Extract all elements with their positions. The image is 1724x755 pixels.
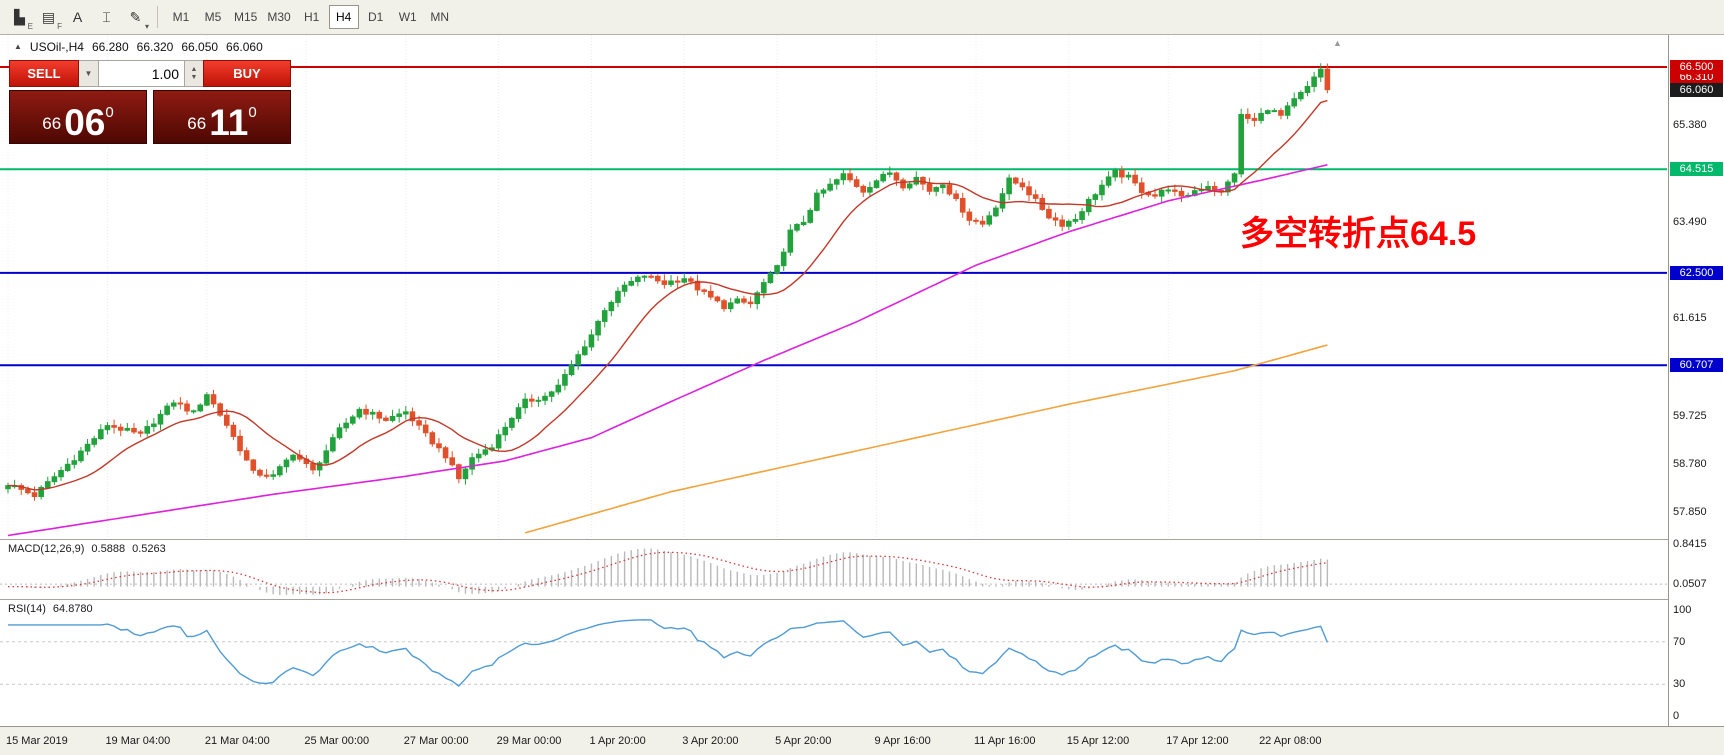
- high-value: 66.320: [136, 40, 174, 54]
- price-axis[interactable]: 65.380 63.490 61.615 59.725 58.780 57.850 66.3…: [1668, 35, 1724, 726]
- level-badge-64.515: 64.515: [1670, 162, 1723, 177]
- timeframe-D1[interactable]: D1: [368, 10, 384, 24]
- ask-price-display[interactable]: 66 11 0: [153, 90, 291, 144]
- time-axis-label: 15 Apr 12:00: [1066, 735, 1130, 747]
- open-value: 66.280: [91, 40, 129, 54]
- bid-price-display[interactable]: 66 06 0: [9, 90, 147, 144]
- candlesticks: [5, 63, 1331, 501]
- time-axis-label: 9 Apr 16:00: [874, 735, 931, 747]
- time-axis-label: 22 Apr 08:00: [1259, 735, 1322, 747]
- bid-big-digits: 06: [64, 101, 106, 143]
- macd-axis-label-0.8415: 0.8415: [1673, 538, 1707, 550]
- time-axis-label: 5 Apr 20:00: [775, 735, 832, 747]
- bid-prefix: 66: [42, 114, 62, 133]
- time-axis-label: 21 Mar 04:00: [204, 735, 270, 747]
- timeframe-H4[interactable]: H4: [328, 5, 359, 29]
- toolbar-separator: [157, 6, 158, 28]
- price-axis-label-61.615: 61.615: [1673, 312, 1707, 325]
- rsi-name: RSI(14): [8, 603, 46, 615]
- time-axis[interactable]: 15 Mar 2019 19 Mar 04:00 21 Mar 04:00 25 Ma…: [0, 726, 1724, 755]
- ma-fast-line: [8, 99, 1328, 491]
- macd-histogram: [13, 548, 1329, 595]
- rsi-value: 64.8780: [52, 603, 93, 615]
- buy-button[interactable]: BUY: [203, 60, 291, 87]
- price-axis-label-63.490: 63.490: [1673, 215, 1707, 228]
- macd-header: MACD(12,26,9) 0.5888 0.5263: [8, 543, 166, 555]
- ask-big-digits: 11: [209, 101, 249, 143]
- panel-separator-rsi[interactable]: [0, 599, 1724, 600]
- timeframe-W1[interactable]: W1: [398, 10, 417, 24]
- time-axis-label: 19 Mar 04:00: [105, 735, 171, 747]
- charts-icon-sub: E: [27, 22, 33, 31]
- ma-slow-line: [524, 344, 1328, 534]
- macd-name: MACD(12,26,9): [8, 543, 85, 555]
- price-badge-66.060: 66.060: [1670, 82, 1723, 97]
- main-toolbar: ▙ E ▤ F A ⌶ ✎ ▾ M1 M5 M15 M30 H1 H4 D1 W1 MN: [0, 0, 1724, 35]
- timeframe-M30[interactable]: M30: [267, 10, 291, 24]
- market-depth-icon[interactable]: ▤ F: [41, 8, 62, 32]
- panel-separator-macd[interactable]: [0, 539, 1724, 540]
- time-axis-label: 27 Mar 00:00: [403, 735, 469, 747]
- price-axis-label-59.725: 59.725: [1673, 409, 1707, 422]
- time-axis-label: 29 Mar 00:00: [496, 735, 562, 747]
- price-axis-label-65.380: 65.380: [1673, 118, 1707, 131]
- market-depth-icon-sub: F: [57, 22, 62, 31]
- macd-signal-value: 0.5263: [132, 543, 166, 555]
- chart-ohlc-header: ▲ USOil-,H4 66.280 66.320 66.050 66.060: [14, 40, 263, 54]
- time-axis-label: 3 Apr 20:00: [682, 735, 739, 747]
- time-axis-label: 1 Apr 20:00: [589, 735, 646, 747]
- horizontal-level-lines[interactable]: [0, 66, 1667, 367]
- time-axis-label: 25 Mar 00:00: [304, 735, 370, 747]
- rsi-panel-canvas[interactable]: [0, 600, 1724, 726]
- rsi-axis-label-100: 100: [1673, 604, 1692, 616]
- timeframe-group: M1 M5 M15 M30 H1 H4 D1 W1 MN: [166, 5, 455, 29]
- level-badge-60.707: 60.707: [1670, 358, 1723, 373]
- ask-prefix: 66: [187, 114, 207, 133]
- sell-button[interactable]: SELL: [9, 60, 79, 87]
- time-axis-label: 11 Apr 16:00: [973, 735, 1036, 747]
- one-click-trading-panel: SELL ▼ ▲▼ BUY 66 06 0 66 11 0: [9, 60, 291, 144]
- macd-main-value: 0.5888: [91, 543, 126, 555]
- time-axis-label: 15 Mar 2019: [6, 735, 68, 747]
- rsi-line: [8, 619, 1329, 688]
- rsi-axis-label-30: 30: [1673, 678, 1686, 691]
- price-axis-label-57.850: 57.850: [1673, 506, 1707, 519]
- text-box-icon[interactable]: ⌶: [102, 8, 111, 25]
- ma-mid-line: [7, 164, 1328, 537]
- timeframe-H1[interactable]: H1: [304, 10, 320, 24]
- charts-icon[interactable]: ▙ E: [14, 8, 33, 32]
- level-badge-62.500: 62.500: [1670, 265, 1723, 280]
- rsi-axis-label-0: 0: [1673, 710, 1680, 722]
- bid-pipette: 0: [105, 104, 114, 121]
- macd-axis-label-0.0507: 0.0507: [1673, 578, 1707, 591]
- rsi-header: RSI(14) 64.8780: [8, 603, 93, 615]
- draw-tools-icon-sub: ▾: [144, 22, 149, 31]
- low-value: 66.050: [181, 40, 219, 54]
- chart-text-annotation[interactable]: 多空转折点64.5: [1240, 215, 1477, 253]
- toolbar-icon-group: ▙ E ▤ F A ⌶ ✎ ▾: [6, 4, 149, 32]
- volume-input[interactable]: [99, 60, 185, 87]
- volume-stepper[interactable]: ▲ ▼: [185, 60, 203, 87]
- level-badge-66.500: 66.500: [1670, 60, 1723, 74]
- timeframe-M5[interactable]: M5: [204, 10, 222, 24]
- timeframe-M15[interactable]: M15: [234, 10, 258, 24]
- macd-signal-line: [8, 551, 1328, 594]
- volume-dropdown-icon[interactable]: ▼: [79, 60, 99, 87]
- timeframe-MN[interactable]: MN: [430, 10, 450, 24]
- time-axis-label: 17 Apr 12:00: [1166, 735, 1229, 747]
- text-label-icon[interactable]: A: [72, 9, 83, 25]
- rsi-axis-label-70: 70: [1673, 635, 1686, 648]
- macd-panel-canvas[interactable]: [0, 540, 1724, 599]
- ask-pipette: 0: [248, 104, 257, 121]
- draw-tools-icon[interactable]: ✎ ▾: [129, 8, 149, 32]
- close-value: 66.060: [226, 40, 263, 54]
- timeframe-M1[interactable]: M1: [172, 10, 190, 24]
- collapse-arrow-icon[interactable]: ▲: [14, 42, 22, 51]
- symbol-period-label: USOil-,H4: [29, 40, 84, 54]
- price-axis-label-58.780: 58.780: [1673, 458, 1707, 471]
- chart-shift-marker[interactable]: ▲: [1333, 38, 1342, 48]
